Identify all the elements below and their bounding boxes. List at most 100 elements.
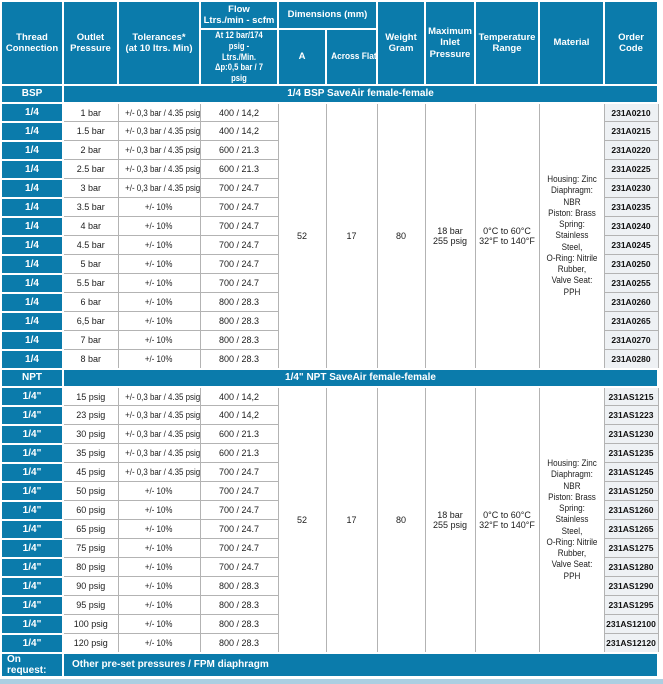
outlet-pressure-cell-text: 3 bar <box>80 183 101 194</box>
footer-row: On request: Other pre-set pressures / FP… <box>0 651 659 678</box>
flow-cell: 400 / 14,2 <box>199 405 279 426</box>
outlet-pressure-cell-text: 4 bar <box>80 221 101 232</box>
flow-cell: 400 / 14,2 <box>199 121 279 142</box>
col-header-flow: Flow Ltrs./min - scfm <box>199 0 279 30</box>
data-row-bsp-10: 1/4 6 bar +/- 10% 800 / 28.3 231A0260 <box>0 291 659 313</box>
thread-connection-cell-text: 1/4 <box>25 106 39 118</box>
outlet-pressure-cell: 95 psig <box>62 595 119 616</box>
tolerance-cell: +/- 10% <box>117 500 201 521</box>
outlet-pressure-cell: 50 psig <box>62 481 119 502</box>
outlet-pressure-cell-text: 15 psig <box>76 391 106 402</box>
thread-connection-cell-text: 1/4" <box>22 409 42 421</box>
order-code-cell-text: 231A0280 <box>611 354 651 365</box>
outlet-pressure-cell: 35 psig <box>62 443 119 464</box>
tolerance-cell-text: +/- 10% <box>145 240 173 251</box>
order-code-cell: 231A0230 <box>603 178 659 199</box>
flow-cell-text: 600 / 21.3 <box>218 448 260 459</box>
order-code-cell: 231A0280 <box>603 349 659 370</box>
tolerance-cell-text: +/- 10% <box>145 259 173 270</box>
thread-connection-cell: 1/4" <box>0 404 64 426</box>
flow-cell-text: 800 / 28.3 <box>218 638 260 649</box>
order-code-cell-text: 231A0255 <box>611 278 651 289</box>
order-code-cell-text: 231A0240 <box>611 221 651 232</box>
thread-connection-cell: 1/4 <box>0 272 64 294</box>
outlet-pressure-cell-text: 75 psig <box>76 543 106 554</box>
flow-cell-text: 700 / 24.7 <box>218 486 260 497</box>
order-code-cell-text: 231AS1223 <box>608 410 654 421</box>
order-code-cell-text: 231AS12120 <box>606 638 656 649</box>
thread-connection-cell: 1/4 <box>0 253 64 275</box>
section-label-npt-text: NPT <box>22 372 42 384</box>
data-row-npt-7: 1/4" 65 psig +/- 10% 700 / 24.7 231AS1265 <box>0 518 659 540</box>
tolerance-cell-text: +/- 10% <box>145 562 173 573</box>
tolerance-cell-text: +/- 0,3 bar / 4.35 psig <box>124 448 200 459</box>
flow-cell: 800 / 28.3 <box>199 633 279 654</box>
order-code-cell-text: 231A0210 <box>611 107 651 118</box>
outlet-pressure-cell-text: 6 bar <box>80 297 101 308</box>
flow-cell-text: 800 / 28.3 <box>218 600 260 611</box>
order-code-cell: 231A0220 <box>603 140 659 161</box>
tolerance-cell: +/- 10% <box>117 235 201 256</box>
outlet-pressure-cell-text: 90 psig <box>76 581 106 592</box>
tolerance-cell-text: +/- 0,3 bar / 4.35 psig <box>124 391 200 402</box>
max-inlet-pressure-cell-text: 18 bar 255 psig <box>432 509 468 530</box>
flow-cell-text: 800 / 28.3 <box>218 335 260 346</box>
thread-connection-cell: 1/4 <box>0 291 64 313</box>
col-header-tolerances-text: Tolerances* (at 10 ltrs. Min) <box>125 31 193 54</box>
outlet-pressure-cell-text: 23 psig <box>76 410 106 421</box>
outlet-pressure-cell-text: 1.5 bar <box>76 126 105 137</box>
thread-connection-cell: 1/4 <box>0 348 64 370</box>
outlet-pressure-cell-text: 120 psig <box>73 638 108 649</box>
tolerance-cell-text: +/- 10% <box>145 354 173 365</box>
outlet-pressure-cell: 6,5 bar <box>62 311 119 332</box>
section-label-npt: NPT <box>0 367 64 388</box>
thread-connection-cell-text: 1/4 <box>25 163 39 175</box>
order-code-cell: 231AS1235 <box>603 443 659 464</box>
data-row-npt-5: 1/4" 50 psig +/- 10% 700 / 24.7 231AS1250 <box>0 480 659 502</box>
weight-cell: 80 <box>376 386 426 654</box>
footer-label-text: On request: <box>7 653 47 676</box>
tolerance-cell: +/- 10% <box>117 254 201 275</box>
section-row-npt: NPT 1/4" NPT SaveAir female-female <box>0 367 659 388</box>
order-code-cell-text: 231A0225 <box>611 164 651 175</box>
flow-cell-text: 600 / 21.3 <box>218 145 260 156</box>
col-header-dimensions-text: Dimensions (mm) <box>287 9 368 21</box>
thread-connection-cell-text: 1/4 <box>25 220 39 232</box>
outlet-pressure-cell: 1 bar <box>62 102 119 123</box>
tolerance-cell-text: +/- 10% <box>145 335 173 346</box>
col-header-order-code-text: Order Code <box>618 31 644 54</box>
outlet-pressure-cell: 2 bar <box>62 140 119 161</box>
flow-cell-text: 600 / 21.3 <box>218 164 260 175</box>
flow-cell: 700 / 24.7 <box>199 462 279 483</box>
col-header-tolerances: Tolerances* (at 10 ltrs. Min) <box>117 0 201 86</box>
outlet-pressure-cell-text: 5.5 bar <box>76 278 105 289</box>
flow-cell: 800 / 28.3 <box>199 576 279 597</box>
outlet-pressure-cell: 6 bar <box>62 292 119 313</box>
col-header-outlet-pressure-text: Outlet Pressure <box>70 31 111 54</box>
flow-cell: 700 / 24.7 <box>199 197 279 218</box>
order-code-cell: 231A0260 <box>603 292 659 313</box>
thread-connection-cell-text: 1/4 <box>25 353 39 365</box>
flow-cell-text: 400 / 14,2 <box>218 126 260 137</box>
flow-cell: 700 / 24.7 <box>199 557 279 578</box>
thread-connection-cell: 1/4 <box>0 120 64 142</box>
temperature-range-cell: 0°C to 60°C 32°F to 140°F <box>474 386 540 654</box>
tolerance-cell-text: +/- 10% <box>145 486 173 497</box>
section-band-bsp: 1/4 BSP SaveAir female-female <box>62 83 659 104</box>
material-cell-text: Housing: Zinc Diaphragm: NBR Piston: Bra… <box>546 174 597 297</box>
flow-cell-text: 400 / 14,2 <box>218 107 260 118</box>
tolerance-cell-text: +/- 10% <box>145 524 173 535</box>
col-header-thread-connection-text: Thread Connection <box>5 31 59 54</box>
dimension-a-cell-text: 52 <box>296 514 307 525</box>
order-code-cell-text: 231A0250 <box>611 259 651 270</box>
col-header-max-inlet-pressure: Maximum Inlet Pressure <box>424 0 476 86</box>
tolerance-cell: +/- 10% <box>117 349 201 370</box>
flow-cell: 800 / 28.3 <box>199 292 279 313</box>
thread-connection-cell-text: 1/4" <box>22 447 42 459</box>
outlet-pressure-cell-text: 65 psig <box>76 524 106 535</box>
order-code-cell: 231A0270 <box>603 330 659 351</box>
flow-cell: 700 / 24.7 <box>199 538 279 559</box>
tolerance-cell: +/- 0,3 bar / 4.35 psig <box>117 424 201 445</box>
data-row-npt-4: 1/4" 45 psig +/- 0,3 bar / 4.35 psig 700 / … <box>0 461 659 483</box>
